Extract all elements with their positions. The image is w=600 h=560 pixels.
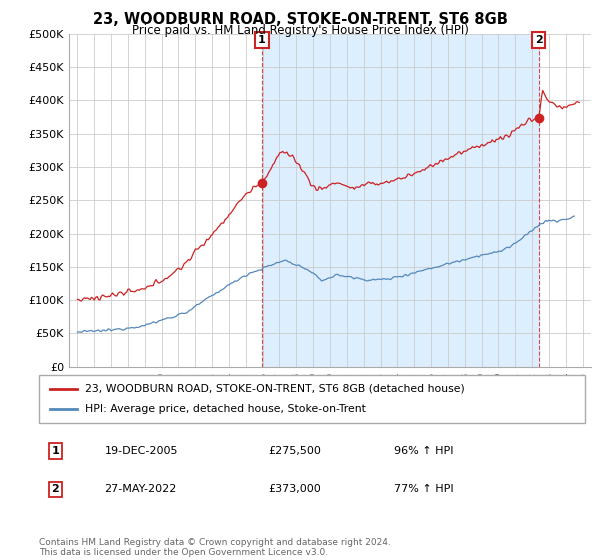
Text: 1: 1 <box>52 446 59 456</box>
Text: Price paid vs. HM Land Registry's House Price Index (HPI): Price paid vs. HM Land Registry's House … <box>131 24 469 36</box>
Text: £275,500: £275,500 <box>268 446 321 456</box>
Text: 23, WOODBURN ROAD, STOKE-ON-TRENT, ST6 8GB (detached house): 23, WOODBURN ROAD, STOKE-ON-TRENT, ST6 8… <box>85 384 465 394</box>
Text: 96% ↑ HPI: 96% ↑ HPI <box>394 446 454 456</box>
Text: Contains HM Land Registry data © Crown copyright and database right 2024.
This d: Contains HM Land Registry data © Crown c… <box>39 538 391 557</box>
Text: 27-MAY-2022: 27-MAY-2022 <box>104 484 177 494</box>
FancyBboxPatch shape <box>39 375 585 423</box>
Text: 77% ↑ HPI: 77% ↑ HPI <box>394 484 454 494</box>
Text: 2: 2 <box>52 484 59 494</box>
Text: HPI: Average price, detached house, Stoke-on-Trent: HPI: Average price, detached house, Stok… <box>85 404 366 414</box>
Text: 2: 2 <box>535 35 542 45</box>
Text: 23, WOODBURN ROAD, STOKE-ON-TRENT, ST6 8GB: 23, WOODBURN ROAD, STOKE-ON-TRENT, ST6 8… <box>92 12 508 27</box>
Text: 19-DEC-2005: 19-DEC-2005 <box>104 446 178 456</box>
Bar <box>262 34 539 367</box>
Text: 1: 1 <box>258 35 266 45</box>
Text: £373,000: £373,000 <box>268 484 321 494</box>
